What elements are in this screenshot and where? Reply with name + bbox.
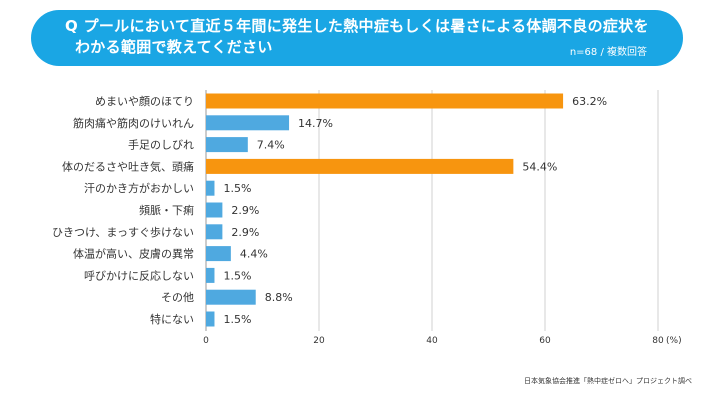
value-label: 54.4%	[522, 160, 557, 173]
bar	[206, 93, 564, 109]
value-label: 7.4%	[257, 139, 285, 152]
source-note: 日本気象協会推進「熱中症ゼロへ」プロジェクト調べ	[524, 377, 692, 385]
value-label: 63.2%	[572, 95, 607, 108]
category-label: 手足のしびれ	[128, 138, 194, 152]
bar	[206, 202, 223, 218]
bar	[206, 311, 215, 327]
title-line-2: わかる範囲で教えてください	[75, 38, 273, 56]
value-label: 8.8%	[265, 291, 293, 304]
x-tick-label: 60	[539, 336, 551, 346]
category-label: 体温が高い、皮膚の異常	[73, 247, 194, 261]
sample-size-note: n=68 / 複数回答	[569, 47, 647, 58]
category-label: 頻脈・下痢	[139, 203, 194, 217]
category-label: 筋肉痛や筋肉のけいれん	[73, 116, 194, 130]
category-label: 呼びかけに反応しない	[84, 268, 194, 282]
bar	[206, 224, 223, 240]
category-label: 体のだるさや吐き気、頭痛	[62, 159, 194, 173]
bar	[206, 267, 215, 283]
bar	[206, 115, 290, 131]
bar	[206, 180, 215, 196]
bar	[206, 158, 514, 174]
x-tick-label: 40	[426, 336, 438, 346]
category-label: 汗のかき方がおかしい	[84, 181, 194, 195]
category-label: 特にない	[150, 312, 194, 326]
x-tick-label: 20	[313, 336, 325, 346]
bar	[206, 137, 248, 153]
x-tick-label: 0	[203, 336, 209, 346]
value-label: 1.5%	[223, 313, 251, 326]
category-label: その他	[161, 291, 194, 304]
value-label: 1.5%	[223, 182, 251, 195]
x-tick-label: 80	[652, 336, 664, 346]
category-label: めまいや顔のほてり	[95, 94, 194, 108]
bar	[206, 246, 231, 262]
category-label: ひきつけ、まっすぐ歩けない	[52, 225, 194, 239]
value-label: 2.9%	[231, 204, 259, 217]
value-label: 1.5%	[223, 269, 251, 282]
value-label: 14.7%	[298, 117, 333, 130]
bar	[206, 289, 256, 305]
title-banner: Q プールにおいて直近５年間に発生した熱中症もしくは暑さによる体調不良の症状を …	[31, 10, 683, 66]
title-line-1: Q プールにおいて直近５年間に発生した熱中症もしくは暑さによる体調不良の症状を	[65, 17, 649, 35]
value-label: 4.4%	[240, 248, 268, 261]
value-label: 2.9%	[231, 226, 259, 239]
x-unit-label: (%)	[666, 336, 682, 346]
